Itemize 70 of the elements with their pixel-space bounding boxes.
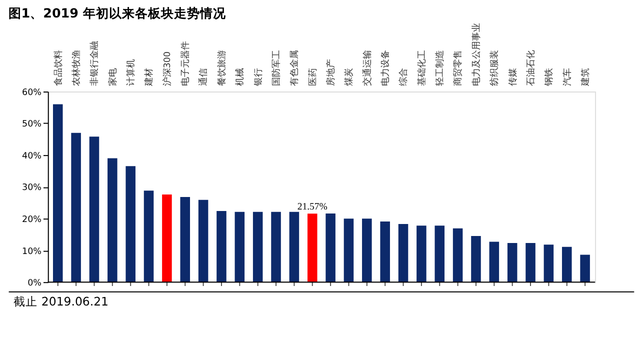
bar — [89, 136, 100, 282]
x-tick-label: 电力及公用事业 — [470, 23, 482, 86]
x-tick-label: 家电 — [107, 68, 118, 86]
bar — [416, 226, 426, 282]
data-label: 21.57% — [297, 202, 328, 213]
bar — [398, 224, 408, 282]
bar — [307, 214, 318, 282]
y-tick-label: 50% — [22, 120, 42, 130]
x-tick-label: 纺织服装 — [489, 50, 500, 86]
x-tick-label: 钢铁 — [544, 68, 555, 88]
bar — [289, 212, 300, 282]
bar — [580, 254, 590, 282]
x-tick-label: 有色金属 — [289, 50, 300, 86]
x-tick-label: 计算机 — [126, 59, 137, 86]
x-tick-label: 国防军工 — [270, 50, 282, 86]
chart-title: 图1、2019 年初以来各板块走势情况 — [8, 5, 227, 20]
x-tick-label: 商贸零售 — [452, 50, 464, 86]
bar — [544, 244, 554, 282]
x-tick-label: 沪深300 — [162, 51, 173, 86]
x-tick-label: 轻工制造 — [434, 50, 446, 86]
x-tick-label: 建筑 — [580, 68, 591, 88]
y-tick-label: 30% — [22, 183, 42, 194]
bar — [162, 194, 172, 282]
y-tick-label: 60% — [22, 88, 42, 98]
bar — [144, 190, 154, 282]
x-tick-label: 房地产 — [325, 59, 336, 86]
bar — [126, 166, 136, 282]
x-tick-label: 电力设备 — [380, 50, 392, 86]
bar — [108, 158, 118, 282]
x-tick-label: 医药 — [307, 68, 318, 86]
bar — [452, 228, 463, 282]
x-tick-label: 农林牧渔 — [70, 50, 82, 86]
bar — [380, 221, 390, 282]
bar — [507, 243, 518, 282]
x-tick-label: 非银行金融 — [89, 41, 100, 86]
x-tick-label: 传媒 — [507, 68, 518, 86]
x-tick-label: 餐饮旅游 — [216, 50, 228, 86]
x-tick-label: 通信 — [198, 68, 210, 86]
y-tick-label: 20% — [22, 215, 42, 225]
y-tick-label: 10% — [22, 246, 42, 257]
bar — [52, 104, 63, 282]
bar — [271, 212, 281, 282]
text: 截止 2019.06.21 — [14, 294, 109, 309]
x-tick-label: 基础化工 — [416, 50, 428, 86]
x-tick-label: 煤炭 — [344, 68, 355, 86]
x-tick-label: 电子元器件 — [180, 41, 192, 86]
x-tick-label: 建材 — [144, 68, 155, 88]
bar — [216, 210, 226, 282]
bar — [562, 246, 572, 282]
x-tick-label: 银行 — [252, 68, 264, 88]
x-tick-label: 食品饮料 — [52, 50, 64, 86]
x-tick-label: 石油石化 — [525, 50, 536, 86]
y-tick-label: 0% — [28, 278, 42, 289]
bar — [344, 218, 354, 282]
x-tick-label: 综合 — [398, 68, 410, 86]
y-tick-label: 40% — [22, 151, 42, 162]
bar — [434, 226, 445, 282]
bar — [471, 236, 481, 282]
bar — [71, 132, 81, 282]
bar — [489, 242, 500, 282]
bar — [234, 212, 245, 282]
x-tick-label: 交通运输 — [362, 50, 373, 86]
x-tick-label: 机械 — [234, 68, 246, 86]
bar — [526, 243, 536, 282]
bar — [198, 200, 208, 282]
x-tick-label: 汽车 — [562, 68, 573, 86]
bar — [326, 214, 336, 282]
bar — [362, 218, 372, 282]
bar — [180, 196, 190, 282]
bar — [252, 212, 263, 282]
